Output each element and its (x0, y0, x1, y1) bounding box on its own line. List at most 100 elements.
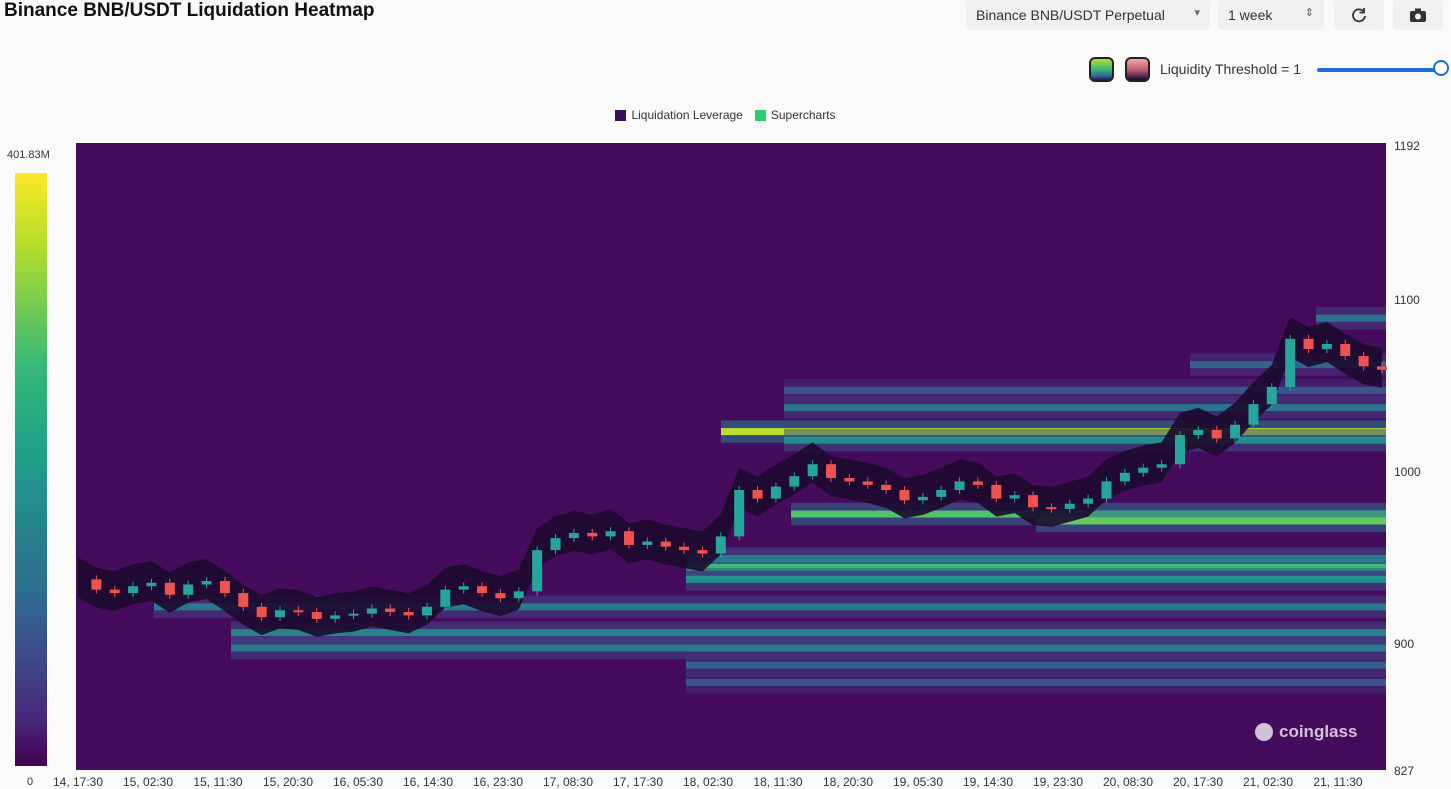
candle (495, 593, 506, 599)
colorbar (15, 173, 47, 766)
liquidity-band (686, 563, 1386, 571)
liquidity-band (1036, 517, 1386, 525)
candle (1156, 464, 1167, 468)
range-select-value: 1 week (1228, 7, 1273, 23)
candle (789, 476, 800, 487)
candle (146, 582, 157, 587)
candle (642, 541, 653, 545)
x-tick-label: 16, 14:30 (403, 775, 453, 789)
legend-item-supercharts[interactable]: Supercharts (754, 108, 836, 122)
liquidity-band (231, 644, 1386, 652)
candle (623, 531, 634, 545)
exchange-select[interactable]: Binance BNB/USDT Perpetual ▾ (966, 0, 1210, 30)
y-tick-label: 827 (1394, 764, 1414, 778)
x-tick-label: 18, 11:30 (753, 775, 802, 789)
chart-legend: Liquidation Leverage Supercharts (0, 108, 1451, 122)
candle (660, 541, 671, 547)
candle (697, 550, 708, 554)
candle (734, 489, 745, 537)
legend-swatch-supercharts (754, 109, 766, 121)
candle (1303, 338, 1314, 350)
x-tick-label: 19, 23:30 (1033, 775, 1083, 789)
candle (991, 484, 1002, 499)
threshold-slider-track[interactable] (1317, 68, 1441, 72)
candle (1321, 343, 1332, 350)
y-tick-label: 1192 (1394, 139, 1420, 153)
liquidity-band (686, 678, 1386, 686)
candle (972, 481, 983, 485)
candle (330, 615, 341, 619)
x-tick-label: 18, 02:30 (683, 775, 733, 789)
candle (1046, 507, 1057, 510)
pink-theme-swatch[interactable] (1125, 57, 1150, 82)
candle (1101, 481, 1112, 499)
threshold-slider-knob[interactable] (1433, 60, 1449, 76)
range-select[interactable]: 1 week ⇕ (1218, 0, 1324, 30)
candle (752, 489, 763, 499)
liquidity-band (154, 603, 1386, 611)
candle (440, 589, 451, 607)
liquidity-band (686, 575, 1386, 583)
candle (954, 481, 965, 490)
candle (293, 610, 304, 613)
viridis-theme-swatch[interactable] (1089, 57, 1114, 82)
screenshot-button[interactable] (1393, 0, 1443, 30)
candle (513, 591, 524, 599)
candle (899, 489, 910, 501)
x-tick-label: 20, 08:30 (1103, 775, 1153, 789)
liquidity-band (1316, 314, 1386, 322)
exchange-select-value: Binance BNB/USDT Perpetual (976, 7, 1165, 23)
x-tick-label: 19, 14:30 (963, 775, 1013, 789)
candle (421, 606, 432, 616)
candle (679, 546, 690, 551)
candle (1119, 472, 1130, 482)
candle (826, 464, 837, 478)
candle (1064, 503, 1075, 509)
page-title: Binance BNB/USDT Liquidation Heatmap (4, 0, 375, 21)
candle (1193, 429, 1204, 436)
candle (1174, 435, 1185, 465)
candle (1028, 495, 1039, 508)
updown-icon: ⇕ (1304, 7, 1314, 19)
candle (91, 579, 102, 590)
liquidity-band (686, 661, 1386, 669)
x-tick-label: 15, 11:30 (193, 775, 242, 789)
candle (219, 581, 230, 594)
x-tick-label: 16, 23:30 (473, 775, 523, 789)
candle (605, 531, 616, 537)
x-tick-label: 20, 17:30 (1173, 775, 1223, 789)
threshold-label: Liquidity Threshold = 1 (1160, 61, 1301, 77)
x-tick-label: 17, 17:30 (613, 775, 663, 789)
liquidity-band (784, 404, 1386, 412)
candle (1358, 356, 1369, 367)
x-tick-label: 21, 11:30 (1313, 775, 1362, 789)
candle (1230, 424, 1241, 439)
legend-item-leverage[interactable]: Liquidation Leverage (615, 108, 743, 122)
candle (238, 593, 249, 607)
y-tick-label: 1000 (1394, 465, 1421, 479)
candle (862, 481, 873, 485)
candle (1285, 338, 1296, 387)
candle (385, 608, 396, 612)
legend-label-leverage: Liquidation Leverage (631, 108, 743, 122)
candle (128, 586, 139, 594)
candle (1211, 429, 1222, 439)
x-tick-label: 15, 20:30 (263, 775, 313, 789)
camera-icon (1410, 8, 1426, 22)
liquidity-band (784, 436, 1386, 444)
x-tick-label: 17, 08:30 (543, 775, 593, 789)
refresh-button[interactable] (1334, 0, 1384, 30)
candle (109, 589, 120, 594)
candle (1009, 495, 1020, 499)
candle (568, 532, 579, 539)
liquidity-band (231, 629, 1386, 637)
candle (348, 613, 359, 616)
candle (1248, 404, 1259, 425)
liquidity-band (784, 386, 1386, 394)
candle (550, 538, 561, 551)
candle (201, 581, 212, 585)
candle (881, 484, 892, 490)
candle (366, 608, 377, 614)
candle (477, 586, 488, 594)
